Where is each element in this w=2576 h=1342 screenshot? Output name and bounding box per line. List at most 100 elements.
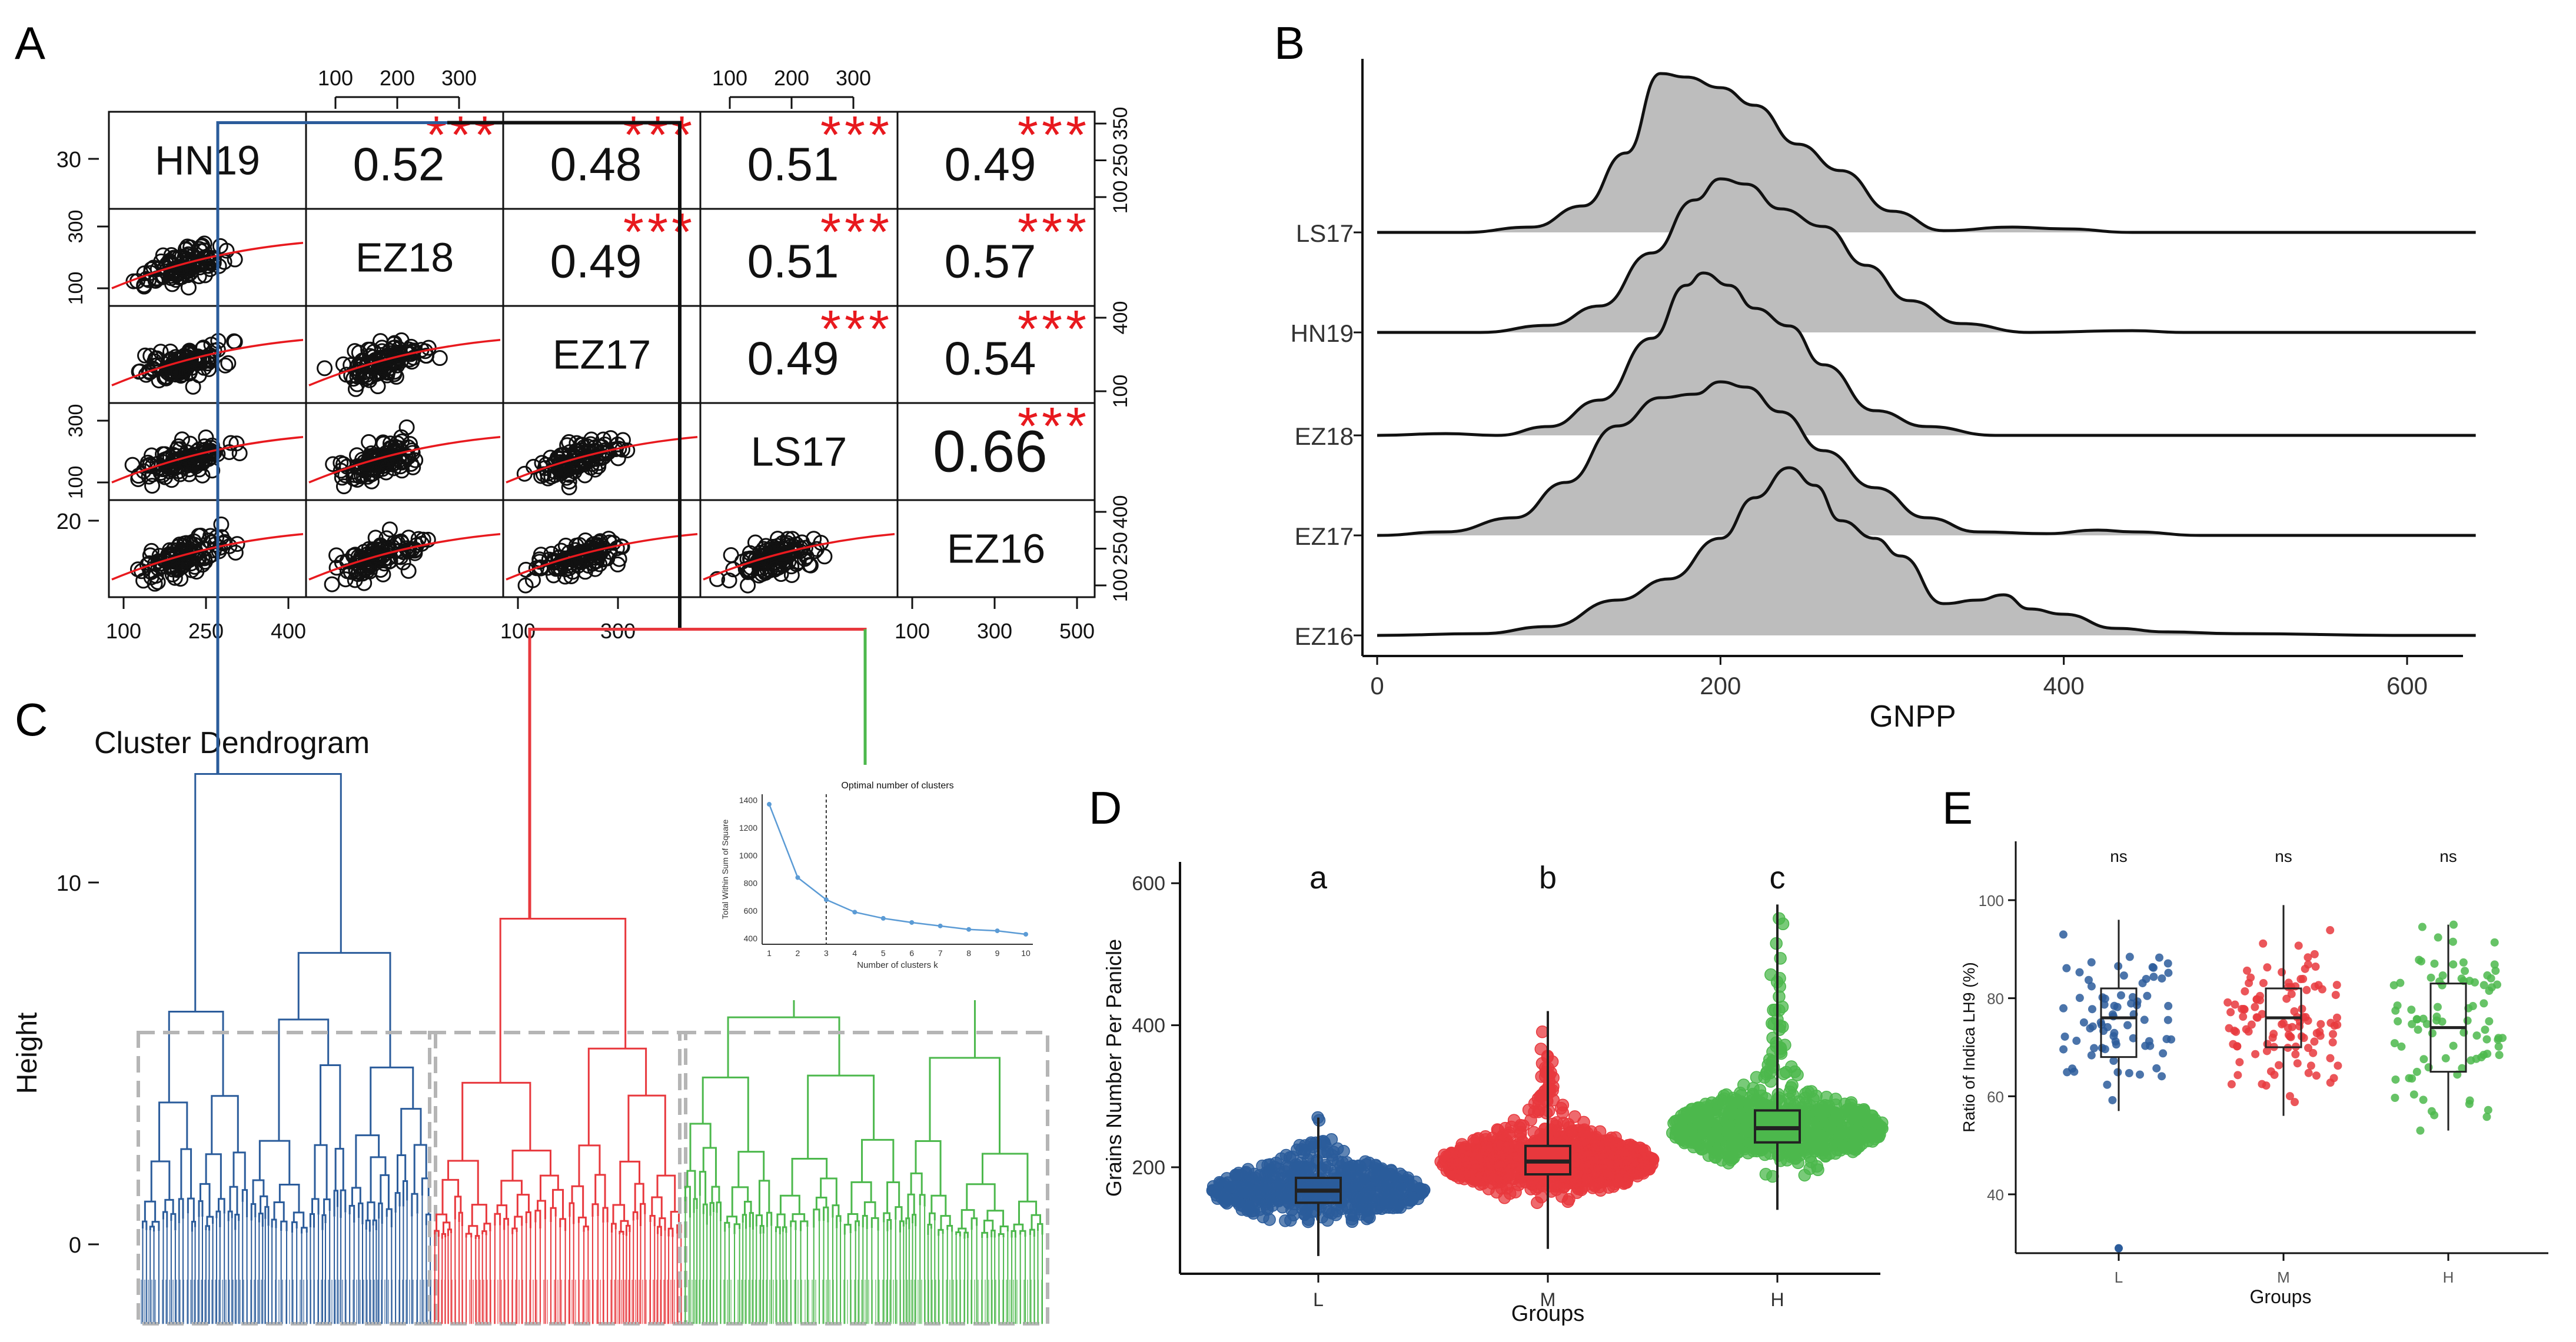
dendro-branch (855, 1220, 860, 1231)
dendro-branch (749, 1212, 754, 1230)
loess-line (111, 533, 304, 581)
beeswarm-point (1631, 1167, 1644, 1180)
dendro-branch (402, 1180, 408, 1207)
corr-significance: *** (820, 203, 893, 262)
jitter-point (2471, 978, 2479, 987)
scatter-point (164, 472, 180, 488)
tick-label: 300 (65, 210, 87, 244)
jitter-point (2155, 953, 2163, 962)
beeswarm-point (1570, 1167, 1583, 1180)
tick-label: 100 (1109, 375, 1132, 408)
jitter-point (2127, 999, 2136, 1008)
loess-line (308, 436, 501, 484)
dendro-branch (731, 1186, 749, 1217)
beeswarm-point (1686, 1103, 1699, 1115)
beeswarm-point (1218, 1192, 1231, 1205)
corr-value: 0.51 (747, 138, 839, 191)
jitter-point (2086, 1024, 2095, 1033)
jitter-point (2415, 955, 2424, 964)
dendro-branch (843, 1224, 852, 1235)
ns-annotation: ns (2439, 847, 2457, 865)
corr-value: 0.51 (747, 235, 839, 288)
dendro-branch (1011, 1230, 1016, 1238)
dendro-branch (413, 1144, 427, 1194)
dendro-branch (355, 1134, 380, 1188)
jitter-point (2394, 1017, 2402, 1025)
loess-line (308, 533, 501, 581)
dendro-branch (870, 1217, 879, 1231)
dendro-branch (321, 1214, 327, 1230)
scatter-panel (703, 531, 895, 594)
jitter-point (2472, 1054, 2481, 1063)
jitter-point (2481, 1025, 2489, 1034)
beeswarm-point (1603, 1134, 1616, 1147)
inset-x-tick: 6 (909, 948, 914, 958)
jitter-point (2433, 1003, 2442, 1011)
scatter-point (391, 542, 408, 559)
ridge-line (1377, 72, 2476, 234)
dendro-branch (483, 1223, 491, 1232)
scatter-point (583, 452, 600, 468)
dendro-branch (716, 1201, 722, 1221)
dendro-branch (314, 1144, 328, 1200)
beeswarm-point (1362, 1156, 1376, 1170)
boxplot (1295, 1117, 1342, 1256)
jitter-point (2449, 1041, 2458, 1050)
dendro-branch (534, 1210, 541, 1228)
dendro-branch (291, 1221, 298, 1233)
dendro-branch (447, 121, 682, 630)
beeswarm-point (1480, 1140, 1494, 1153)
dendro-branch (494, 1213, 501, 1226)
tick-label: 200 (1132, 1157, 1165, 1179)
scatter-point (561, 479, 577, 495)
scatter-point (345, 470, 362, 487)
beeswarm-point (1329, 1208, 1342, 1221)
beeswarm-point (1710, 1143, 1723, 1156)
dendro-branch (571, 1185, 584, 1218)
tick-label: 0 (69, 1233, 81, 1258)
jitter-point (2125, 953, 2134, 961)
corr-significance: *** (1018, 106, 1090, 165)
corr-significance: *** (623, 203, 696, 262)
dendro-branch (292, 1211, 305, 1228)
ridge-fill (1377, 179, 2476, 332)
jitter-point (2412, 1015, 2421, 1024)
dendro-branch (594, 1174, 606, 1208)
dendro-branch (627, 1094, 666, 1176)
scatter-point (373, 562, 389, 578)
beeswarm-point (1341, 1201, 1354, 1214)
corr-value: 0.57 (945, 235, 1036, 288)
jitter-point (2326, 926, 2335, 935)
jitter-point (2285, 1032, 2294, 1041)
jitter-point (2312, 1071, 2321, 1080)
beeswarm-point (1327, 1145, 1340, 1158)
jitter-point (2407, 1005, 2416, 1014)
dendro-branch (656, 1174, 676, 1212)
jitter-point (2259, 978, 2268, 987)
jitter-point (2233, 1071, 2242, 1080)
dendro-branch (990, 1229, 996, 1238)
dendro-branch (651, 1196, 663, 1218)
inset-point (795, 875, 800, 880)
loess-line (111, 339, 304, 387)
beeswarm-point (1407, 1191, 1420, 1204)
tick-label: 500 (1059, 619, 1095, 643)
dendro-branch (320, 1064, 341, 1149)
beeswarm-point (1772, 1091, 1786, 1104)
dendro-branch (578, 1144, 601, 1187)
ridge-label: EZ18 (1295, 422, 1354, 450)
scatter-point (147, 351, 164, 367)
jitter-point (2314, 981, 2323, 990)
scatter-point (351, 344, 367, 361)
dendro-branch (910, 1172, 923, 1195)
jitter-point (2390, 1039, 2399, 1048)
dendro-branch (280, 1220, 288, 1231)
scatter-point (407, 452, 424, 468)
ridge-fill (1377, 74, 2476, 232)
dendro-branch (639, 1203, 646, 1227)
outlier-point (2115, 1244, 2123, 1253)
scatter-point (174, 431, 190, 448)
beeswarm-point (1223, 1181, 1237, 1194)
inset-x-tick: 2 (796, 948, 800, 958)
ridge-fill (1377, 382, 2476, 535)
